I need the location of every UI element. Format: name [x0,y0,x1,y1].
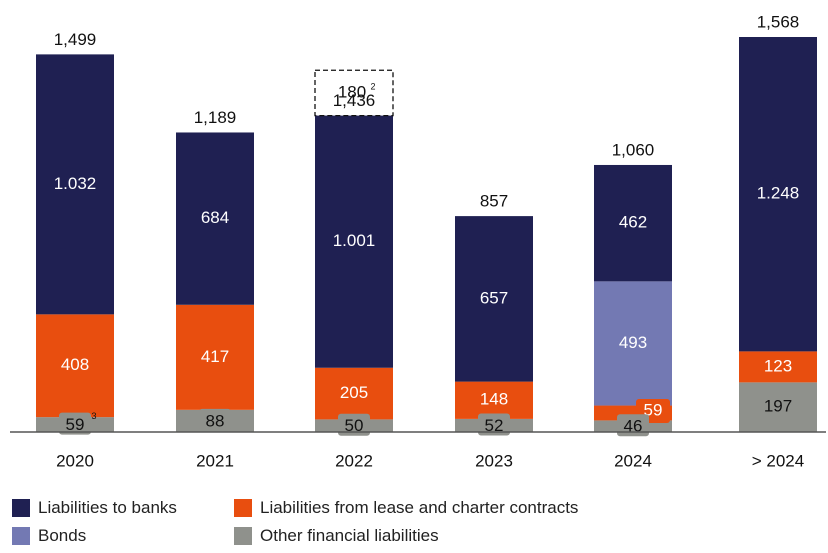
legend-swatch-bonds [12,527,30,545]
value-label-other-1: 88 [206,411,225,430]
bar-segment-banks-0 [36,54,114,315]
value-label-banks-0: 1.032 [54,174,97,193]
legend-label-other: Other financial liabilities [260,526,439,545]
legend-item-bonds: Bonds [12,525,234,547]
value-label-banks-5: 1.248 [757,184,800,203]
bar-segment-bonds-4 [594,281,672,406]
value-label-other-3: 52 [485,416,504,435]
bar-segment-banks-3 [455,216,533,382]
value-label-banks-3: 657 [480,288,508,307]
value-label-other-0: 59 [66,415,85,434]
legend-label-bonds: Bonds [38,526,87,545]
callout-box-other-0 [59,412,91,435]
legend-swatch-banks [12,499,30,517]
value-label-lease-5: 123 [764,356,792,375]
legend-item-banks: Liabilities to banks [12,497,234,519]
annotation-superscript-1: 3 [91,411,96,421]
legend-label-banks: Liabilities to banks [38,498,177,517]
bar-segment-lease-1 [176,304,254,410]
value-label-banks-4: 462 [619,213,647,232]
category-label-2: 2022 [335,451,373,470]
total-label-3: 857 [480,192,508,211]
category-label-3: 2023 [475,451,513,470]
callout-box-other-1 [199,408,231,431]
value-label-banks-2: 1.001 [333,231,376,250]
legend-item-lease: Liabilities from lease and charter contr… [234,497,654,519]
bar-segment-banks-2 [315,115,393,368]
callout-box-other-4 [617,414,649,437]
value-label-lease-0: 408 [61,355,89,374]
legend-item-other: Other financial liabilities [234,525,654,547]
category-label-5: > 2024 [752,451,804,470]
category-label-4: 2024 [614,451,652,470]
bar-segment-lease-3 [455,381,533,419]
value-label-lease-1: 417 [201,347,229,366]
legend-label-lease: Liabilities from lease and charter contr… [260,498,579,517]
legend-swatch-lease [234,499,252,517]
value-label-bonds-4: 493 [619,333,647,352]
total-label-5: 1,568 [757,12,800,31]
legend-swatch-other [234,527,252,545]
bar-segment-other-5 [739,382,817,432]
bar-segment-banks-1 [176,132,254,305]
bar-segment-lease-2 [315,367,393,420]
callout-box-other-3 [478,413,510,436]
value-label-other-4: 46 [624,417,643,436]
value-label-other-2: 50 [345,416,364,435]
value-label-lease-4: 59 [644,400,663,419]
stacked-bar-chart: 1,499 2020 1.032 408 59 1,189 2021 684 417 88 1,43… [10,12,826,470]
category-label-0: 2020 [56,451,94,470]
value-label-lease-3: 148 [480,390,508,409]
total-label-0: 1,499 [54,30,97,49]
value-label-lease-2: 205 [340,383,368,402]
annotation-superscript-0: 2 [370,81,375,91]
category-label-1: 2021 [196,451,234,470]
annotation-value-0: 180 [338,82,366,101]
value-label-other-5: 197 [764,397,792,416]
callout-box-other-2 [338,413,370,436]
annotation-dashed-box-0 [314,69,394,117]
total-label-4: 1,060 [612,140,655,159]
bar-segment-banks-4 [594,164,672,282]
value-label-banks-1: 684 [201,208,229,227]
bar-segment-lease-0 [36,314,114,418]
bar-segment-banks-5 [739,37,817,352]
legend: Liabilities to banks Liabilities from le… [12,497,812,547]
total-label-1: 1,189 [194,108,237,127]
bar-segment-lease-5 [739,351,817,383]
total-label-2: 1,436 [333,91,376,110]
